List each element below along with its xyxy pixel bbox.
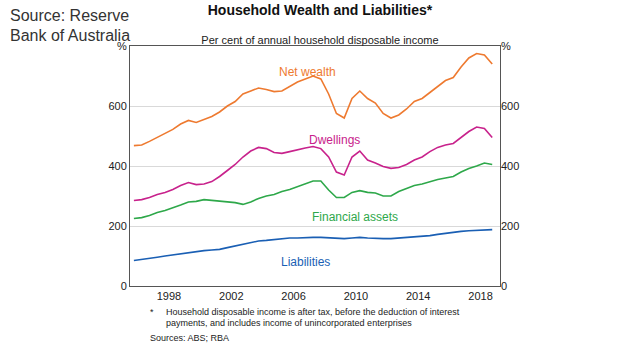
svg-text:2002: 2002 xyxy=(219,290,243,302)
svg-text:2006: 2006 xyxy=(281,290,305,302)
svg-text:Household Wealth and Liabiliti: Household Wealth and Liabilities* xyxy=(208,2,433,18)
svg-text:200: 200 xyxy=(501,220,519,232)
svg-text:%: % xyxy=(117,40,127,52)
svg-text:2010: 2010 xyxy=(344,290,368,302)
svg-text:2014: 2014 xyxy=(406,290,430,302)
svg-text:%: % xyxy=(501,40,511,52)
svg-text:Financial assets: Financial assets xyxy=(312,210,398,224)
svg-text:Dwellings: Dwellings xyxy=(309,133,360,147)
svg-text:400: 400 xyxy=(108,160,126,172)
svg-text:600: 600 xyxy=(501,100,519,112)
svg-text:Liabilities: Liabilities xyxy=(281,255,330,269)
svg-text:600: 600 xyxy=(108,100,126,112)
svg-text:2018: 2018 xyxy=(468,290,492,302)
svg-text:Net wealth: Net wealth xyxy=(279,65,336,79)
svg-text:0: 0 xyxy=(121,280,127,292)
svg-text:Per cent of annual household d: Per cent of annual household disposable … xyxy=(201,34,438,46)
svg-text:0: 0 xyxy=(501,280,507,292)
svg-text:400: 400 xyxy=(501,160,519,172)
svg-text:1998: 1998 xyxy=(157,290,181,302)
svg-text:200: 200 xyxy=(108,220,126,232)
